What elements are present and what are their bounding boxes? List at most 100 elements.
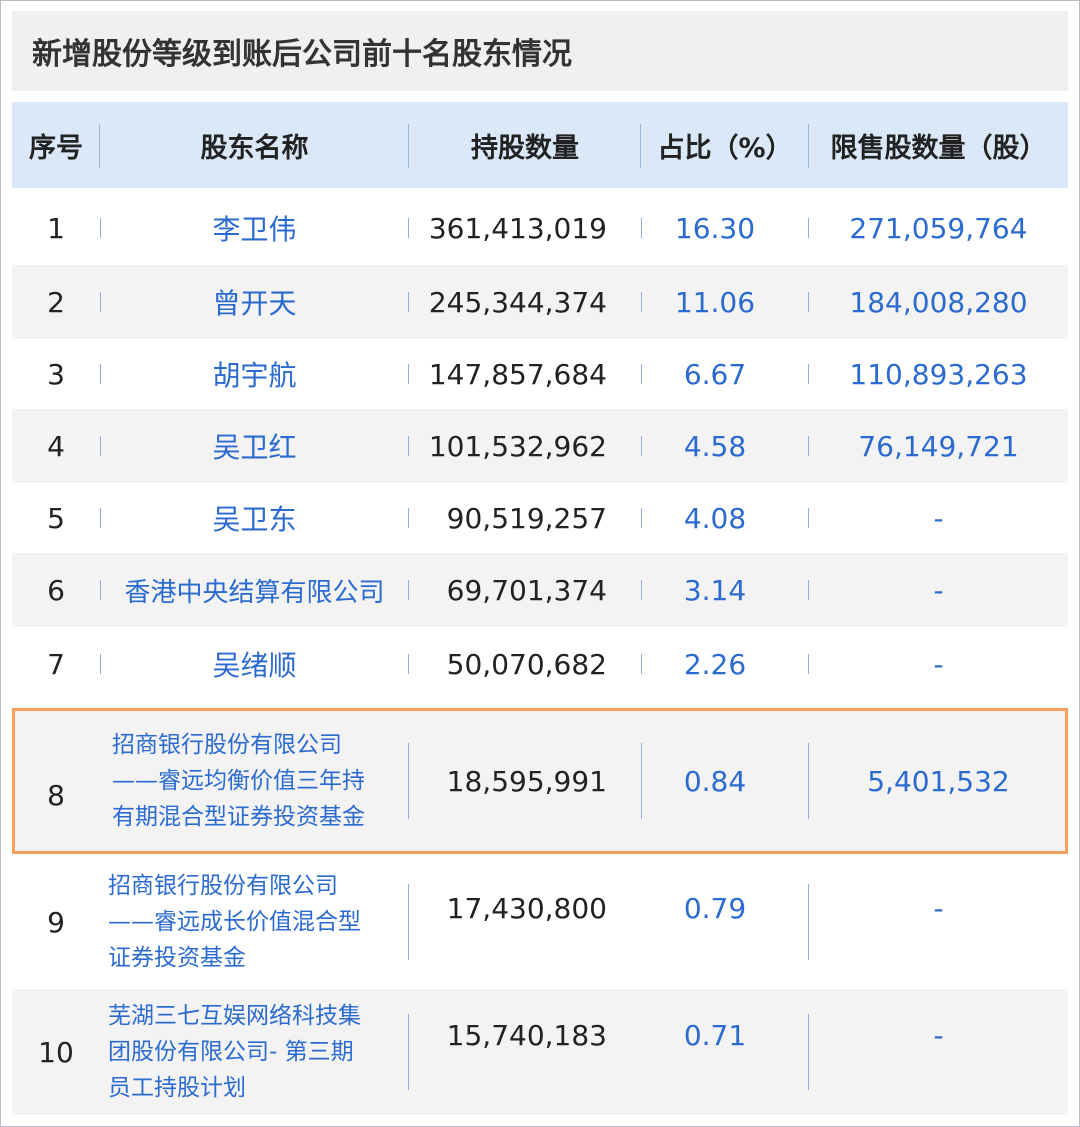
ratio-text: 3.14	[683, 573, 747, 607]
table-row: 1 李卫伟 361,413,019 16.30 271,059,764	[12, 191, 1068, 265]
row-index: 7	[47, 647, 65, 681]
row-index: 4	[47, 429, 65, 463]
ratio-link[interactable]: 11.06	[641, 265, 809, 339]
ratio-link[interactable]: 0.84	[641, 711, 809, 851]
table-row: 10 芜湖三七互娱网络科技集 团股份有限公司- 第三期 员工持股计划 15,74…	[12, 989, 1068, 1115]
row-index: 3	[47, 357, 65, 391]
restricted-value: -	[933, 1019, 944, 1052]
table-title: 新增股份等级到账后公司前十名股东情况	[12, 11, 1068, 91]
holder-name-lines: 芜湖三七互娱网络科技集 团股份有限公司- 第三期 员工持股计划	[108, 998, 361, 1106]
restricted-value: -	[933, 647, 944, 681]
holder-name-lines: 招商银行股份有限公司 ——睿远均衡价值三年持 有期混合型证券投资基金	[112, 727, 365, 835]
ratio-text: 0.79	[683, 892, 747, 925]
ratio-text: 4.08	[683, 501, 747, 535]
holder-name-link[interactable]: 吴绪顺	[100, 627, 409, 701]
shares-value: 50,070,682	[446, 647, 607, 681]
restricted-link[interactable]: 184,008,280	[849, 285, 1028, 319]
header-restricted-label: 限售股数量（股）	[830, 132, 1047, 164]
holder-name-line-3: 证券投资基金	[108, 945, 246, 971]
table-row: 5 吴卫东 90,519,257 4.08 -	[12, 483, 1068, 553]
table-row: 3 胡宇航 147,857,684 6.67 110,893,263	[12, 339, 1068, 409]
ratio-link[interactable]: 3.14	[641, 553, 809, 627]
row-index: 5	[47, 501, 65, 535]
holder-name-link[interactable]: 李卫伟	[100, 191, 409, 265]
holder-name-line-1: 招商银行股份有限公司	[108, 873, 338, 899]
holder-name-link[interactable]: 香港中央结算有限公司	[100, 553, 409, 627]
holder-name-line-3: 有期混合型证券投资基金	[112, 804, 365, 830]
ratio-text: 2.26	[683, 647, 747, 681]
shares-value: 361,413,019	[428, 211, 607, 245]
shares-value: 18,595,991	[446, 764, 607, 798]
holder-name-text: 李卫伟	[212, 213, 297, 246]
row-index: 8	[47, 778, 65, 812]
holder-name-link[interactable]: 胡宇航	[100, 339, 409, 409]
holder-name-text: 胡宇航	[212, 359, 297, 392]
holder-name-text: 吴绪顺	[212, 649, 297, 682]
header-shares-label: 持股数量	[471, 132, 579, 164]
ratio-link[interactable]: 0.71	[641, 989, 809, 1115]
shares-value: 147,857,684	[428, 357, 607, 391]
header-shares: 持股数量	[409, 102, 641, 188]
row-index: 10	[38, 1035, 74, 1069]
holder-name-text: 吴卫东	[212, 503, 297, 536]
ratio-link[interactable]: 6.67	[641, 339, 809, 409]
ratio-text: 6.67	[683, 357, 747, 391]
table-row: 7 吴绪顺 50,070,682 2.26 -	[12, 627, 1068, 701]
restricted-link[interactable]: 5,401,532	[867, 764, 1010, 798]
restricted-link[interactable]: 110,893,263	[849, 357, 1028, 391]
holder-name-line-2: ——睿远均衡价值三年持	[112, 768, 365, 794]
holder-name-link[interactable]: 招商银行股份有限公司 ——睿远均衡价值三年持 有期混合型证券投资基金	[100, 711, 409, 851]
shares-value: 245,344,374	[428, 285, 607, 319]
ratio-text: 11.06	[674, 285, 756, 319]
ratio-link[interactable]: 4.08	[641, 483, 809, 553]
shares-value: 17,430,800	[446, 892, 607, 925]
ratio-link[interactable]: 16.30	[641, 191, 809, 265]
holder-name-line-2: 团股份有限公司- 第三期	[108, 1039, 354, 1065]
ratio-text: 4.58	[683, 429, 747, 463]
holder-name-line-1: 芜湖三七互娱网络科技集	[108, 1003, 361, 1029]
shares-value: 90,519,257	[446, 501, 607, 535]
shares-value: 101,532,962	[428, 429, 607, 463]
ratio-link[interactable]: 0.79	[641, 862, 809, 982]
ratio-link[interactable]: 4.58	[641, 409, 809, 483]
row-highlight-box	[12, 708, 1068, 854]
holder-name-text: 曾开天	[212, 287, 297, 320]
table-row: 2 曾开天 245,344,374 11.06 184,008,280	[12, 265, 1068, 339]
table-row: 9 招商银行股份有限公司 ——睿远成长价值混合型 证券投资基金 17,430,8…	[12, 862, 1068, 982]
ratio-text: 0.71	[683, 1019, 747, 1052]
header-index-label: 序号	[29, 132, 83, 164]
holder-name-link[interactable]: 招商银行股份有限公司 ——睿远成长价值混合型 证券投资基金	[100, 862, 409, 982]
holder-name-link[interactable]: 吴卫红	[100, 409, 409, 483]
restricted-link[interactable]: 76,149,721	[858, 429, 1019, 463]
header-holder-name-label: 股东名称	[200, 132, 309, 164]
holder-name-lines: 招商银行股份有限公司 ——睿远成长价值混合型 证券投资基金	[108, 868, 361, 976]
ratio-link[interactable]: 2.26	[641, 627, 809, 701]
restricted-link[interactable]: 271,059,764	[849, 211, 1028, 245]
row-index: 1	[47, 211, 65, 245]
row-index: 2	[47, 285, 65, 319]
restricted-value: -	[933, 501, 944, 535]
table-row: 4 吴卫红 101,532,962 4.58 76,149,721	[12, 409, 1068, 483]
holder-name-line-2: ——睿远成长价值混合型	[108, 909, 361, 935]
header-ratio-label: 占比（%）	[657, 132, 793, 164]
holder-name-link[interactable]: 芜湖三七互娱网络科技集 团股份有限公司- 第三期 员工持股计划	[100, 989, 409, 1115]
restricted-value: -	[933, 892, 944, 925]
holder-name-line-3: 员工持股计划	[108, 1075, 246, 1101]
holder-name-link[interactable]: 吴卫东	[100, 483, 409, 553]
table-row: 6 香港中央结算有限公司 69,701,374 3.14 -	[12, 553, 1068, 627]
table-row-highlighted: 8 招商银行股份有限公司 ——睿远均衡价值三年持 有期混合型证券投资基金 18,…	[12, 711, 1068, 851]
holder-name-line-1: 招商银行股份有限公司	[112, 732, 342, 758]
header-ratio: 占比（%）	[641, 102, 809, 188]
table-header: 序号 股东名称 持股数量 占比（%） 限售股数量（股）	[12, 102, 1068, 188]
holder-name-text: 吴卫红	[212, 431, 297, 464]
row-index: 9	[47, 905, 65, 939]
shares-value: 15,740,183	[446, 1019, 607, 1052]
header-holder-name: 股东名称	[100, 102, 409, 188]
holder-name-text: 香港中央结算有限公司	[124, 577, 385, 608]
shares-value: 69,701,374	[446, 573, 607, 607]
ratio-text: 16.30	[674, 211, 756, 245]
holder-name-link[interactable]: 曾开天	[100, 265, 409, 339]
restricted-value: -	[933, 573, 944, 607]
row-index: 6	[47, 573, 65, 607]
header-index: 序号	[12, 102, 100, 188]
